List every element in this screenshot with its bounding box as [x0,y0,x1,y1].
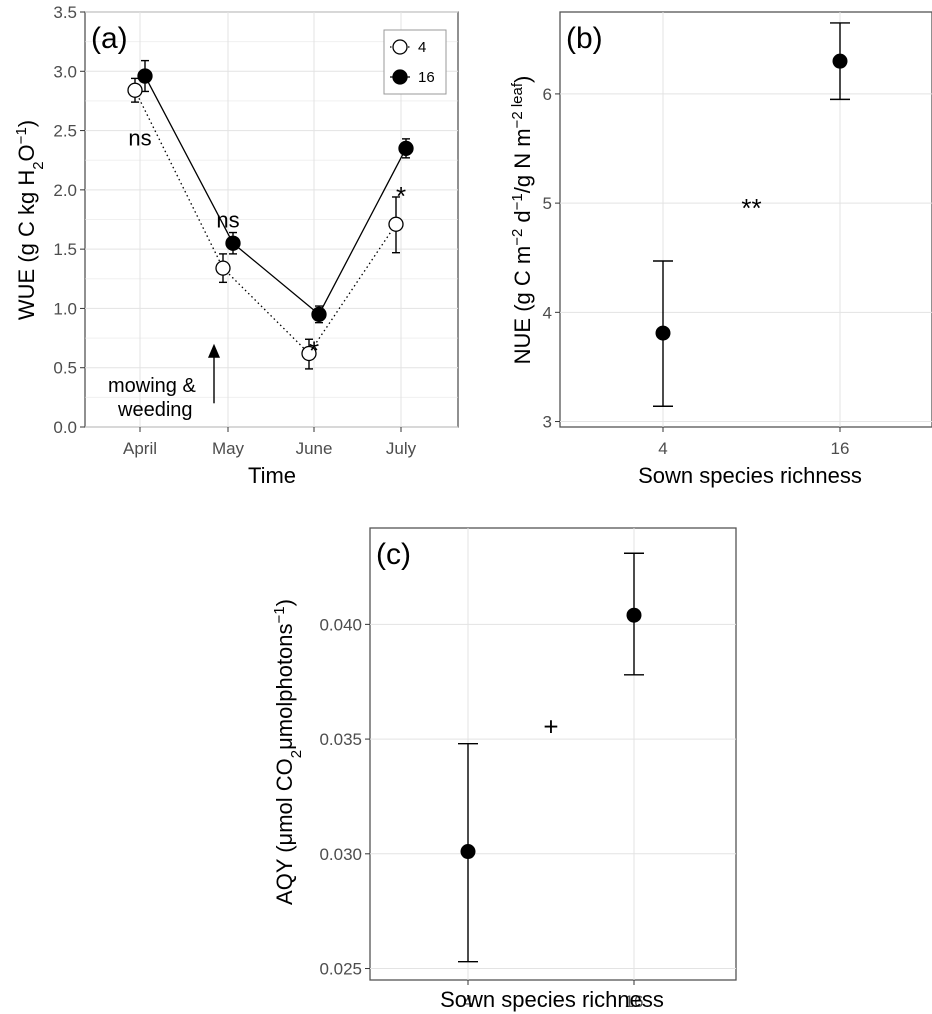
x-tick-label: April [123,439,157,458]
panel-b-label: (b) [566,22,603,55]
data-point-16 [398,140,414,157]
y-tick-label: 3 [543,413,552,432]
data-point [655,325,671,341]
panel-c-x-axis-title: Sown species richness [440,987,664,1012]
significance-annotation: * [309,335,319,365]
y-tick-label: 2.0 [53,181,77,200]
panel-b-x-axis-title: Sown species richness [638,463,862,488]
y-tick-label: 2.5 [53,122,77,141]
y-tick-label: 1.0 [53,299,77,318]
panel-b-y-axis-title: NUE (g C m−2 d−1/g N m−2 leaf) [509,76,536,365]
data-point-4 [301,345,317,362]
y-tick-label: 5 [543,194,552,213]
panel-b-points [655,53,848,341]
x-tick-label: 4 [463,992,472,1011]
y-tick-label: 3.5 [53,3,77,22]
data-point-16 [225,235,241,251]
data-point [460,844,476,860]
x-tick-label: May [212,439,245,458]
panel-b: 3 4 5 6 4 16 ** (b) NUE (g C m−2 d−1/g N m−2 … [509,11,932,488]
y-tick-label: 1.5 [53,240,77,259]
panel-b-significance: ** [741,193,761,223]
panel-a-ticks: 0.0 0.5 1.0 1.5 2.0 2.5 3.0 3.5 April May June July [53,3,416,458]
panel-b-ticks: 3 4 5 6 4 16 [543,85,850,458]
data-point-4 [388,216,404,232]
y-tick-label: 3.0 [53,62,77,81]
panel-a-label: (a) [91,22,128,55]
panel-c-ticks: 0.025 0.030 0.035 0.040 4 16 [319,615,643,1011]
event-annotation: mowing & weeding [108,343,220,421]
panel-c-y-axis-title: AQY (μmol CO2μmolphotons−1) [271,599,305,905]
panel-a-series-lines [134,75,407,355]
data-point-16 [137,68,153,84]
panel-c-points [460,607,642,860]
legend-label-16: 16 [418,69,435,86]
significance-annotation: * [396,181,406,211]
y-tick-label: 0.040 [319,615,362,634]
panel-a-x-axis-title: Time [248,463,296,488]
panel-c-frame [369,527,737,981]
y-tick-label: 0.5 [53,359,77,378]
event-arrow-head [208,343,220,358]
legend-label-4: 4 [418,39,426,56]
panel-a: 0.0 0.5 1.0 1.5 2.0 2.5 3.0 3.5 April May June July… [13,3,459,488]
panel-b-frame [559,11,932,428]
panel-a-annotations: ns ns * * [128,126,406,366]
data-point-16 [311,306,327,323]
y-tick-label: 0.025 [319,960,362,979]
panel-b-error-bars [653,22,850,407]
y-tick-label: 4 [543,303,552,322]
significance-annotation: ns [128,126,151,151]
event-label-line1: mowing & [108,375,196,397]
event-label-line2: weeding [117,399,193,421]
series-line-16 [144,75,407,316]
y-tick-label: 6 [543,85,552,104]
legend-box [383,29,447,95]
panel-a-y-axis-title: WUE (g C kg H2O−1) [13,120,47,320]
legend-marker-16 [392,69,408,85]
panel-a-legend: 4 16 [383,29,447,95]
significance-annotation: ns [216,208,239,233]
data-point [832,53,848,69]
legend-marker-4 [392,39,408,55]
panel-c-significance: + [543,712,558,742]
panel-b-grid [560,12,932,427]
data-point [626,607,642,623]
series-line-4 [134,89,397,355]
y-tick-label: 0.035 [319,730,362,749]
y-tick-label: 0.0 [53,418,77,437]
x-tick-label: June [296,439,333,458]
x-tick-label: 4 [658,439,667,458]
x-tick-label: 16 [625,992,644,1011]
x-tick-label: July [386,439,417,458]
panel-c: 0.025 0.030 0.035 0.040 4 16 + (c) AQY (μmol … [271,527,737,1012]
panel-a-points [127,68,414,362]
y-tick-label: 0.030 [319,845,362,864]
data-point-4 [215,260,231,276]
panel-c-label: (c) [376,538,411,571]
data-point-4 [127,82,143,98]
x-tick-label: 16 [831,439,850,458]
